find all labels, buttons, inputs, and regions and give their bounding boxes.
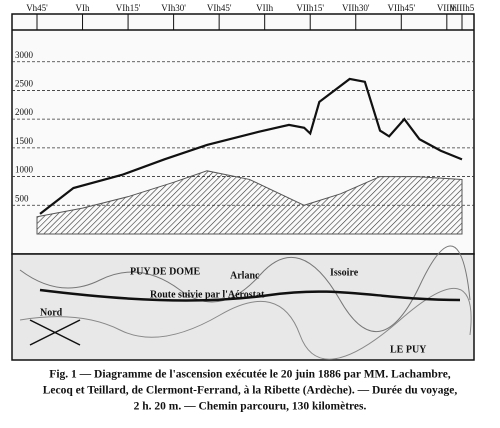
caption-line: Fig. 1 — Diagramme de l'ascension exécut… <box>49 369 451 381</box>
x-tick-label: VIIIh <box>437 3 457 13</box>
x-tick-label: VIIh45' <box>387 3 415 13</box>
x-tick-label: VIIh <box>256 3 273 13</box>
y-tick-label: 2000 <box>15 107 34 117</box>
x-tick-label: VIh45' <box>207 3 232 13</box>
y-tick-label: 2500 <box>15 78 34 88</box>
x-tick-label: VIIIh5 <box>450 3 475 13</box>
x-tick-label: VIh15' <box>116 3 141 13</box>
map-label: LE PUY <box>390 344 427 355</box>
caption-line: 2 h. 20 m. — Chemin parcouru, 130 kilomè… <box>134 401 367 413</box>
river <box>19 245 471 332</box>
map-label: Route suivie par l'Aérostat <box>150 289 265 300</box>
altitude-line <box>39 77 463 215</box>
x-tick-label: VIIh30' <box>342 3 370 13</box>
map-label: Issoire <box>330 267 359 278</box>
map-label: PUY DE DOME <box>130 266 201 277</box>
caption-line: Lecoq et Teillard, de Clermont-Ferrand, … <box>43 385 458 397</box>
route-line <box>39 288 461 302</box>
y-tick-label: 1500 <box>15 136 34 146</box>
map-label: Nord <box>40 307 63 318</box>
map-label: Arlanc <box>230 270 260 281</box>
x-tick-label: Vh45' <box>26 3 48 13</box>
compass <box>29 319 81 346</box>
x-tick-label: VIh <box>76 3 90 13</box>
y-tick-label: 3000 <box>15 50 34 60</box>
x-tick-label: VIIh15' <box>296 3 324 13</box>
plot: 500 1000 1500 2000 2500 3000 Vh45' VIh VIh15' VIh… <box>12 3 475 235</box>
terrain-area <box>36 170 463 235</box>
map-frame <box>11 253 475 361</box>
y-tick-label: 500 <box>15 193 29 203</box>
map: PUY DE DOME Route suivie par l'Aérostat … <box>11 245 475 361</box>
x-tick-label: VIh30' <box>161 3 186 13</box>
y-tick-label: 1000 <box>15 165 34 175</box>
